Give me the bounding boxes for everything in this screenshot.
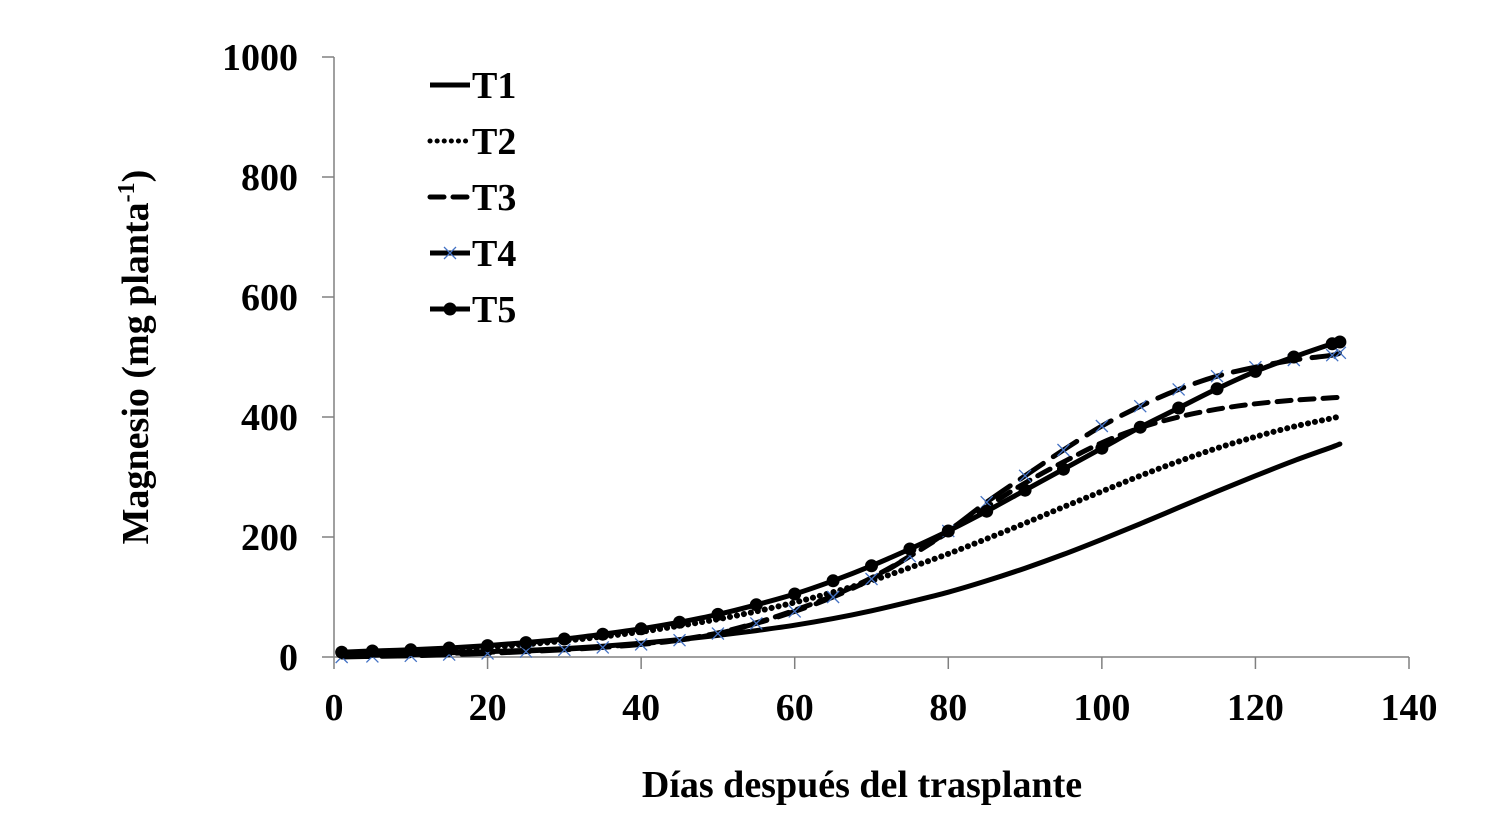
legend-label: T5 (472, 289, 516, 331)
legend-label: T4 (472, 233, 516, 275)
data-point-marker (557, 632, 571, 646)
y-tick-label: 600 (241, 277, 298, 319)
data-point-marker (673, 633, 686, 647)
legend-item-t4: T4 (430, 233, 516, 275)
x-tick-label: 40 (622, 687, 660, 729)
x-tick-label: 80 (929, 687, 967, 729)
x-tick-label: 120 (1227, 687, 1284, 729)
data-point-marker (1287, 350, 1301, 364)
data-point-marker (1018, 469, 1032, 483)
data-point-marker (519, 636, 533, 650)
legend-item-t3: T3 (427, 177, 516, 219)
data-point-marker (1210, 369, 1224, 383)
legend-marker-icon (443, 302, 457, 316)
series-t4 (335, 346, 1347, 664)
data-point-marker (788, 587, 802, 601)
legend: T1 T2 T3 T4 T5 (427, 65, 516, 331)
legend-label: T2 (472, 121, 516, 163)
series-line (339, 339, 1343, 655)
data-point-marker (711, 607, 725, 621)
x-tick-label: 0 (325, 687, 344, 729)
series-line (339, 441, 1343, 658)
data-point-marker (749, 598, 763, 612)
data-point-marker (865, 559, 878, 573)
data-point-marker (596, 640, 610, 654)
x-tick-label: 100 (1073, 687, 1130, 729)
series-t1 (339, 441, 1343, 658)
y-tick-label: 800 (241, 157, 298, 199)
legend-item-t2: T2 (427, 121, 516, 163)
x-tick-label: 60 (776, 687, 814, 729)
y-axis-title-superscript: -1 (114, 182, 140, 202)
series-t5 (335, 335, 1347, 659)
y-tick-label: 200 (241, 517, 298, 559)
data-point-marker (788, 604, 802, 618)
legend-marker-icon (443, 246, 457, 260)
data-point-marker (365, 644, 379, 658)
data-point-marker (1095, 441, 1109, 455)
data-point-marker (1018, 483, 1032, 497)
data-point-marker (711, 627, 725, 641)
data-point-marker (557, 643, 571, 657)
axes: 0 200 400 600 800 1000 0 20 40 60 80 100 120 140 (222, 37, 1438, 729)
data-point-marker (1248, 364, 1262, 378)
data-point-marker (1210, 382, 1224, 396)
data-point-marker (1133, 420, 1147, 434)
data-point-marker (1057, 443, 1070, 457)
data-point-marker (826, 574, 840, 588)
data-point-marker (634, 622, 648, 636)
data-point-marker (596, 627, 610, 641)
plot-series (335, 335, 1347, 664)
y-tick-label: 400 (241, 397, 298, 439)
y-axis-title: Magnesio (mg planta-1) (114, 170, 157, 545)
data-point-marker (442, 641, 456, 655)
legend-label: T3 (472, 177, 516, 219)
data-point-marker (335, 645, 349, 659)
data-point-marker (1172, 382, 1186, 396)
x-ticks: 0 20 40 60 80 100 120 140 (325, 657, 1438, 729)
legend-item-t1: T1 (430, 65, 516, 107)
data-point-marker (1095, 419, 1109, 433)
x-tick-label: 140 (1381, 687, 1438, 729)
y-tick-label: 0 (279, 637, 298, 679)
data-point-marker (980, 504, 994, 518)
data-point-marker (749, 616, 763, 630)
data-point-marker (1325, 348, 1339, 362)
data-point-marker (826, 590, 840, 604)
data-point-marker (1133, 399, 1147, 413)
data-point-marker (1333, 335, 1347, 349)
y-ticks: 0 200 400 600 800 1000 (222, 37, 334, 679)
x-axis-title: Días después del trasplante (642, 764, 1082, 806)
data-point-marker (865, 572, 878, 586)
y-axis-title-close: ) (115, 170, 157, 183)
y-axis-title-main: Magnesio (mg planta (115, 202, 157, 544)
legend-item-t5: T5 (430, 289, 516, 331)
legend-label: T1 (472, 65, 516, 107)
y-tick-label: 1000 (222, 37, 298, 79)
data-point-marker (1056, 462, 1070, 476)
data-point-marker (481, 639, 495, 653)
data-point-marker (673, 615, 687, 629)
series-line (339, 350, 1343, 660)
data-point-marker (404, 643, 418, 657)
data-point-marker (634, 637, 648, 651)
x-tick-label: 20 (469, 687, 507, 729)
data-point-marker (941, 524, 955, 538)
data-point-marker (1172, 401, 1186, 415)
data-point-marker (903, 542, 917, 556)
